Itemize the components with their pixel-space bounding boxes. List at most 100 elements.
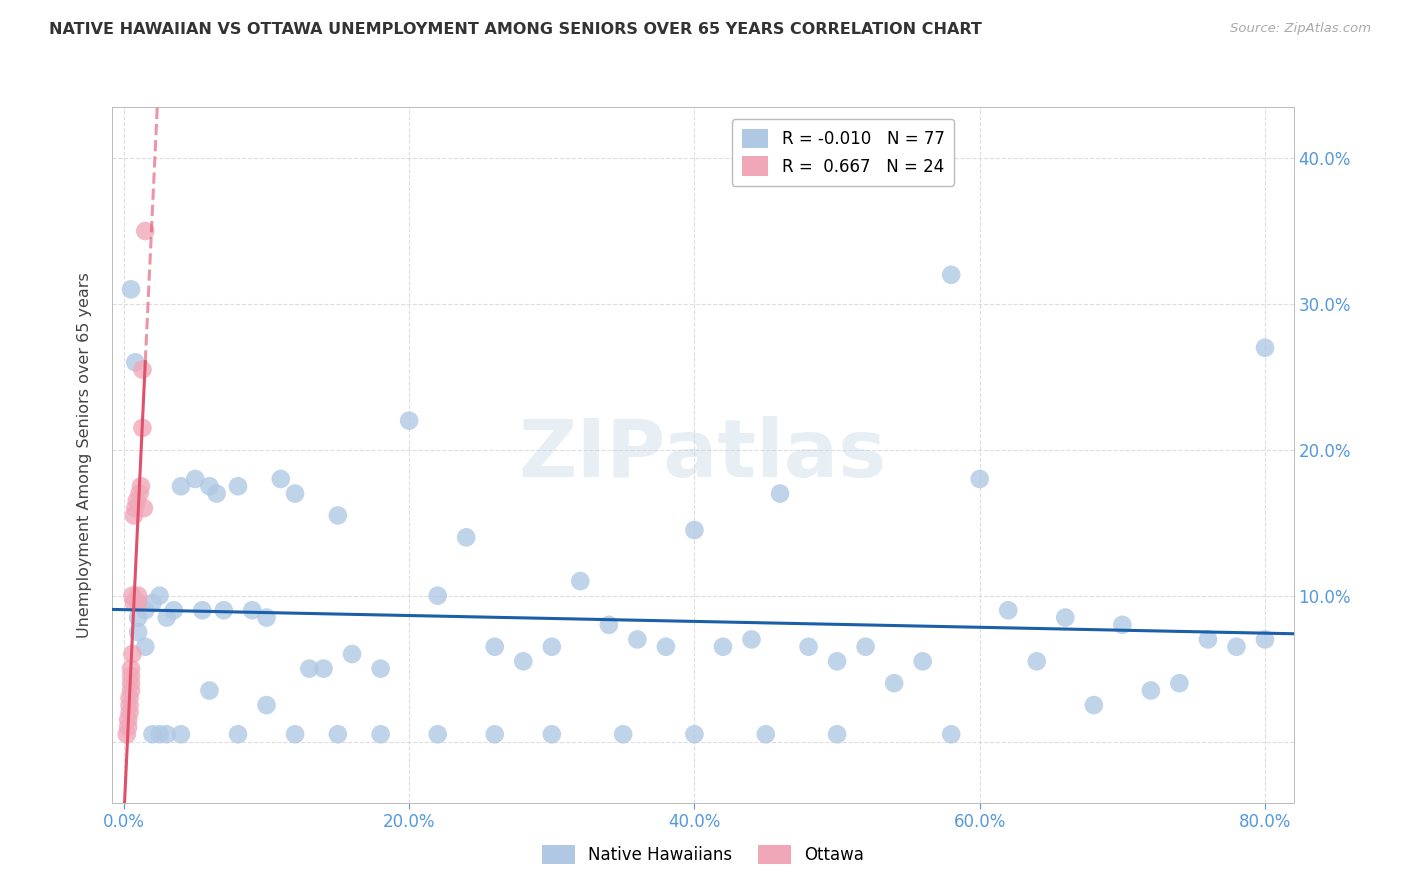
Point <box>456 530 478 544</box>
Point <box>941 268 963 282</box>
Point <box>256 610 278 624</box>
Point <box>121 647 143 661</box>
Point <box>198 683 221 698</box>
Point <box>1254 341 1277 355</box>
Point <box>1254 632 1277 647</box>
Point <box>184 472 207 486</box>
Point <box>270 472 292 486</box>
Point <box>683 523 706 537</box>
Point <box>484 640 506 654</box>
Point <box>298 662 321 676</box>
Point <box>131 362 153 376</box>
Point <box>1083 698 1105 712</box>
Point <box>124 355 146 369</box>
Point <box>170 727 193 741</box>
Point <box>612 727 634 741</box>
Point <box>240 603 263 617</box>
Point <box>120 683 142 698</box>
Point <box>134 603 156 617</box>
Point <box>969 472 991 486</box>
Point <box>426 727 449 741</box>
Point <box>128 486 150 500</box>
Point <box>148 589 170 603</box>
Point <box>797 640 820 654</box>
Point <box>326 727 349 741</box>
Point <box>117 713 139 727</box>
Point <box>683 727 706 741</box>
Point <box>1025 654 1047 668</box>
Point <box>284 486 307 500</box>
Point <box>148 727 170 741</box>
Point <box>121 589 143 603</box>
Point <box>1140 683 1163 698</box>
Point <box>127 589 149 603</box>
Point <box>825 727 848 741</box>
Point <box>156 610 179 624</box>
Point <box>911 654 934 668</box>
Point <box>655 640 678 654</box>
Point <box>1111 618 1133 632</box>
Point <box>132 501 155 516</box>
Point <box>370 727 392 741</box>
Point <box>141 727 163 741</box>
Point <box>540 640 562 654</box>
Point <box>117 720 139 734</box>
Point <box>120 662 142 676</box>
Point <box>284 727 307 741</box>
Point <box>198 479 221 493</box>
Point <box>941 727 963 741</box>
Point <box>120 282 142 296</box>
Point <box>626 632 648 647</box>
Point <box>512 654 534 668</box>
Point <box>855 640 877 654</box>
Text: ZIPatlas: ZIPatlas <box>519 416 887 494</box>
Point <box>115 727 138 741</box>
Point <box>127 596 149 610</box>
Point <box>127 625 149 640</box>
Point <box>1054 610 1077 624</box>
Point <box>118 690 141 705</box>
Point <box>398 414 420 428</box>
Point <box>755 727 778 741</box>
Point <box>129 479 152 493</box>
Point <box>118 698 141 712</box>
Point <box>1168 676 1191 690</box>
Point <box>997 603 1019 617</box>
Point <box>825 654 848 668</box>
Point <box>426 589 449 603</box>
Point <box>340 647 363 661</box>
Point <box>141 596 163 610</box>
Point <box>1197 632 1219 647</box>
Point <box>226 479 249 493</box>
Point <box>1225 640 1247 654</box>
Point <box>312 662 335 676</box>
Point <box>163 603 186 617</box>
Point <box>122 596 145 610</box>
Point <box>125 494 148 508</box>
Point <box>156 727 179 741</box>
Point <box>127 596 149 610</box>
Point <box>769 486 792 500</box>
Text: NATIVE HAWAIIAN VS OTTAWA UNEMPLOYMENT AMONG SENIORS OVER 65 YEARS CORRELATION C: NATIVE HAWAIIAN VS OTTAWA UNEMPLOYMENT A… <box>49 22 981 37</box>
Point <box>883 676 905 690</box>
Point <box>118 706 141 720</box>
Point <box>212 603 235 617</box>
Point <box>127 610 149 624</box>
Point <box>569 574 592 588</box>
Y-axis label: Unemployment Among Seniors over 65 years: Unemployment Among Seniors over 65 years <box>77 272 91 638</box>
Point <box>120 669 142 683</box>
Point <box>484 727 506 741</box>
Text: Source: ZipAtlas.com: Source: ZipAtlas.com <box>1230 22 1371 36</box>
Point <box>205 486 228 500</box>
Legend: Native Hawaiians, Ottawa: Native Hawaiians, Ottawa <box>536 838 870 871</box>
Point <box>226 727 249 741</box>
Point <box>540 727 562 741</box>
Point <box>191 603 214 617</box>
Point <box>170 479 193 493</box>
Point <box>131 421 153 435</box>
Point <box>134 640 156 654</box>
Point <box>711 640 734 654</box>
Point <box>120 676 142 690</box>
Point <box>326 508 349 523</box>
Point <box>256 698 278 712</box>
